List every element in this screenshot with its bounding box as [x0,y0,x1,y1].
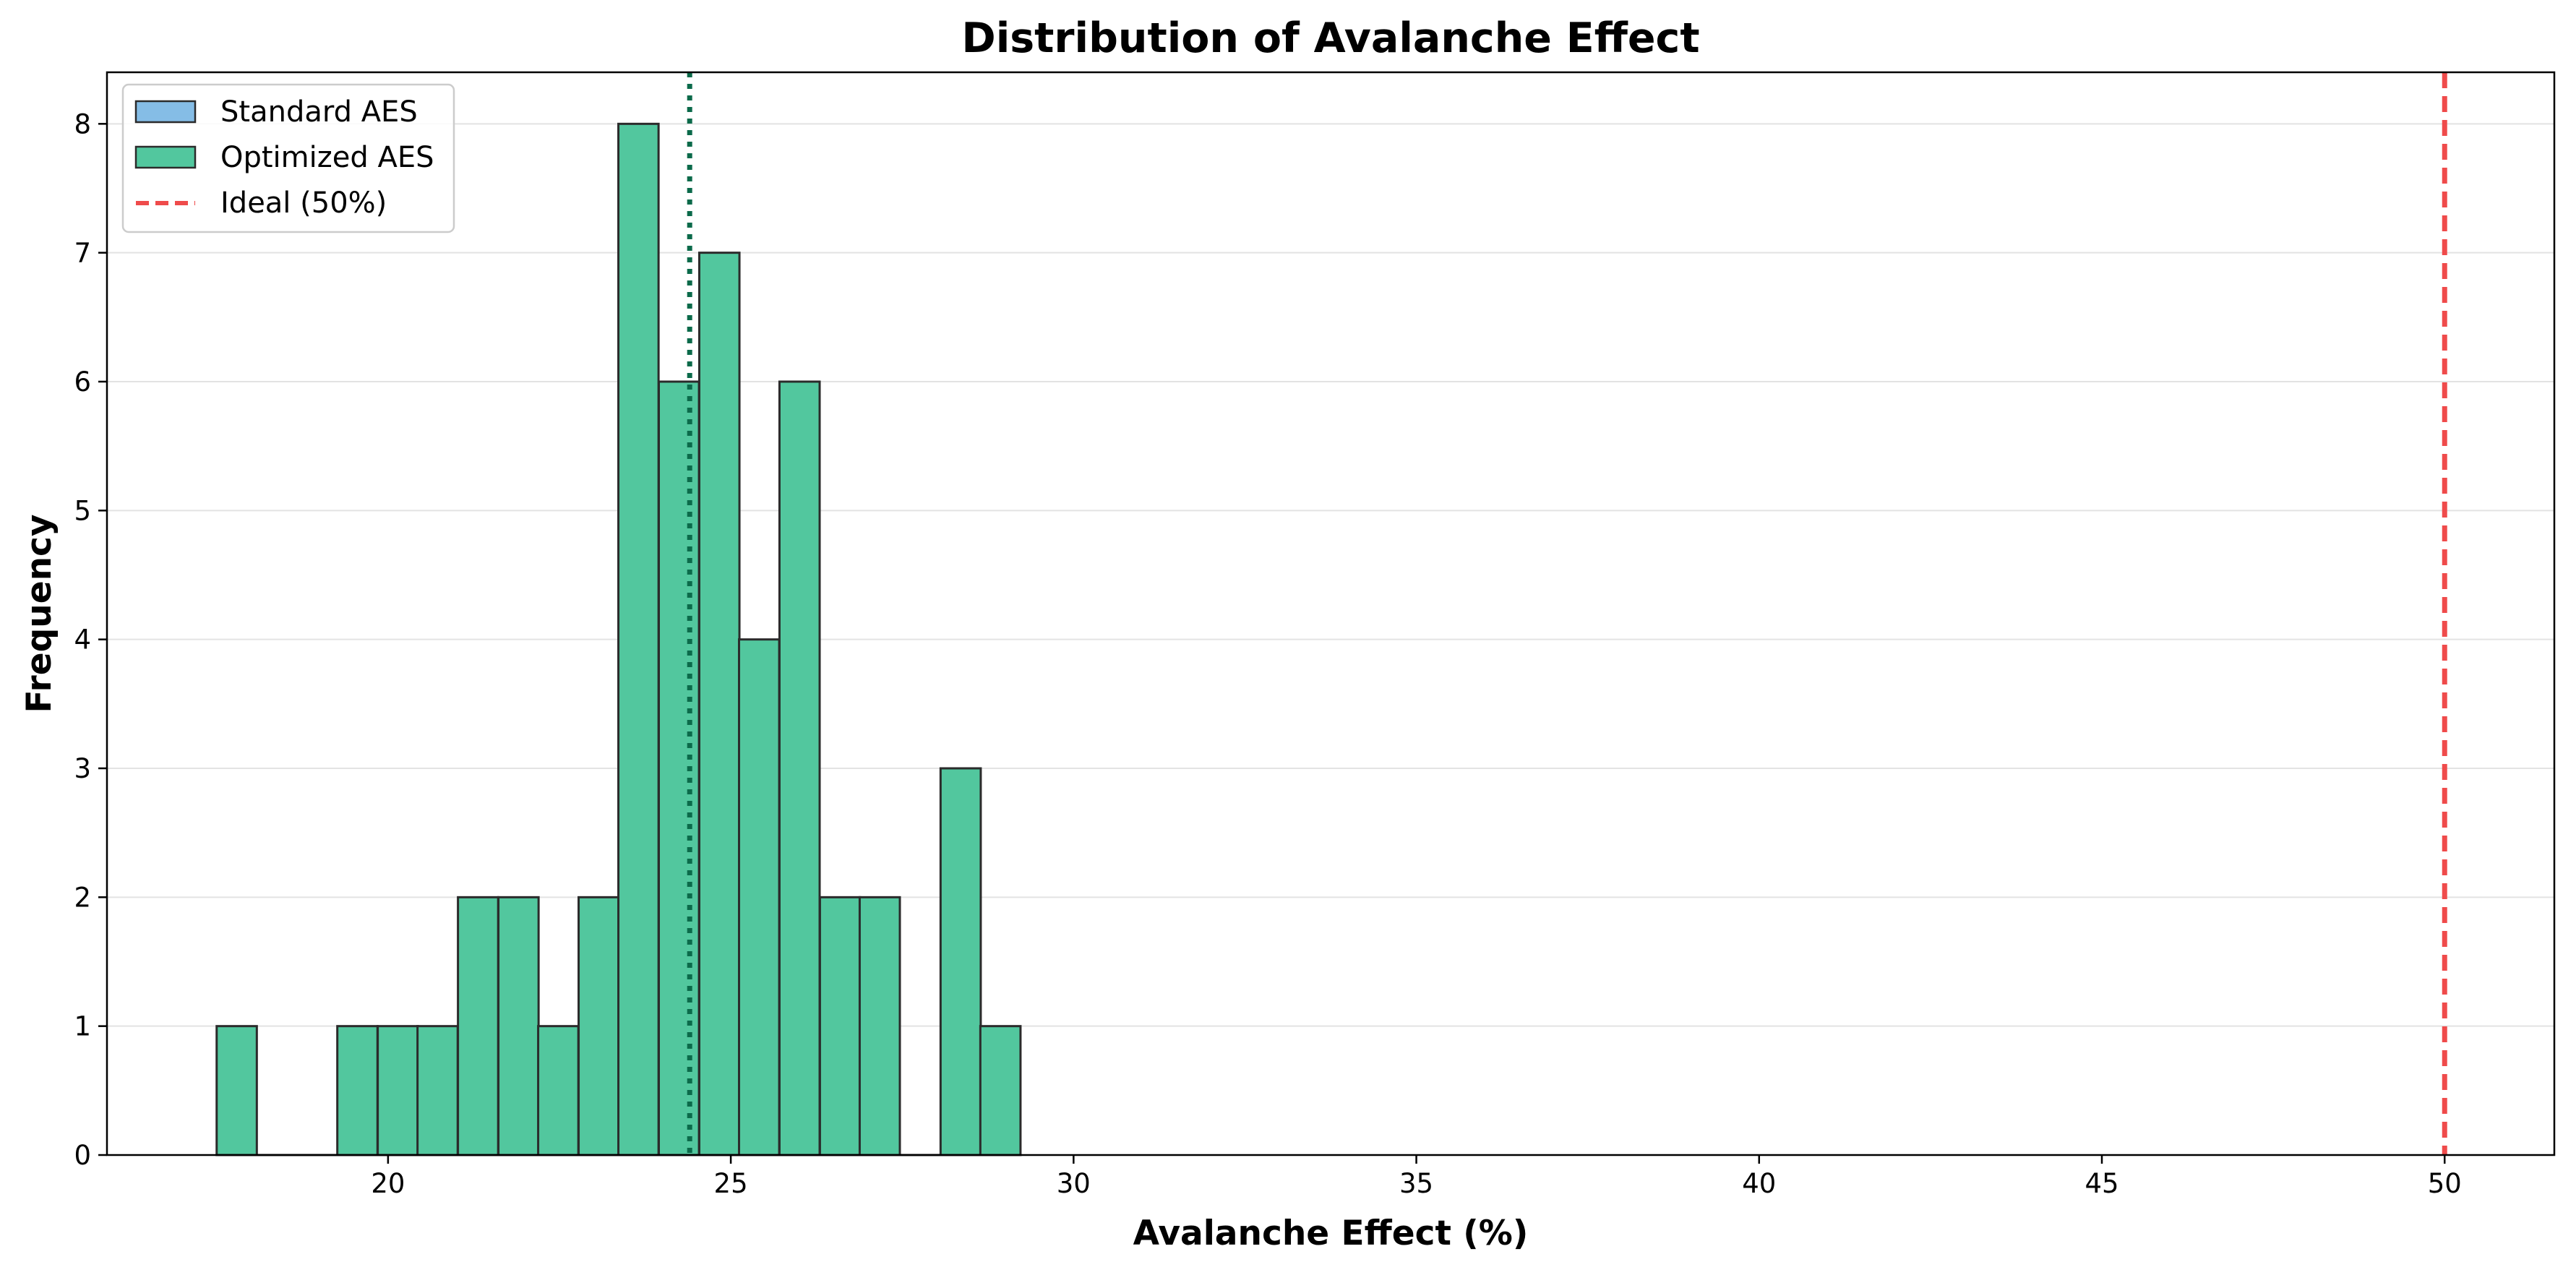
x-tick-label-35: 35 [1399,1168,1433,1199]
x-tick-label-50: 50 [2428,1168,2462,1199]
x-tick-label-40: 40 [1742,1168,1776,1199]
bar-optimized-aes-5 [416,1025,459,1156]
y-tick-label-5: 5 [74,495,91,526]
bar-optimized-aes-0 [215,1025,258,1156]
bar-optimized-aes-6 [457,896,499,1156]
bar-optimized-aes-10 [617,122,660,1156]
y-tick-label-3: 3 [74,753,91,784]
legend-swatch-standard-aes [134,100,197,124]
reference-lines [687,72,2447,1155]
y-tick-label-2: 2 [74,882,91,913]
y-axis-title: Frequency [20,514,59,713]
y-tick-label-7: 7 [74,238,91,269]
bar-optimized-aes-9 [578,896,620,1156]
y-tick-label-6: 6 [74,366,91,398]
y-tick-label-8: 8 [74,108,91,139]
legend-swatch-optimized-aes [134,145,197,169]
bar-optimized-aes-12 [697,252,741,1156]
bar-optimized-aes-3 [336,1025,379,1156]
x-axis-title: Avalanche Effect (%) [1133,1214,1529,1253]
x-tick-label-30: 30 [1057,1168,1091,1199]
bar-optimized-aes-13 [737,638,781,1156]
legend-label-optimized-aes: Optimized AES [220,141,434,174]
bar-optimized-aes-4 [377,1025,419,1156]
legend-box [121,83,455,233]
chart-title: Distribution of Avalanche Effect [961,14,1699,62]
legend-label-ideal: Ideal (50%) [220,186,387,220]
bar-optimized-aes-15 [818,896,862,1156]
histogram-bars [215,122,1022,1156]
y-tick-label-0: 0 [74,1140,91,1171]
bar-optimized-aes-7 [497,896,540,1156]
legend-label-standard-aes: Standard AES [220,95,418,129]
legend: Standard AES Optimized AES Ideal (50%) [121,83,455,233]
y-tick-label-1: 1 [74,1011,91,1042]
x-tick-label-20: 20 [371,1168,405,1199]
x-tick-label-25: 25 [714,1168,748,1199]
plot-area-frame [106,71,2556,1156]
bar-optimized-aes-8 [537,1025,580,1156]
bar-optimized-aes-18 [939,767,982,1156]
bar-optimized-aes-14 [778,380,821,1156]
x-tick-label-45: 45 [2085,1168,2118,1199]
bar-optimized-aes-11 [658,380,700,1156]
y-tick-label-4: 4 [74,624,91,656]
bar-optimized-aes-16 [858,896,901,1156]
bar-optimized-aes-19 [979,1025,1022,1156]
